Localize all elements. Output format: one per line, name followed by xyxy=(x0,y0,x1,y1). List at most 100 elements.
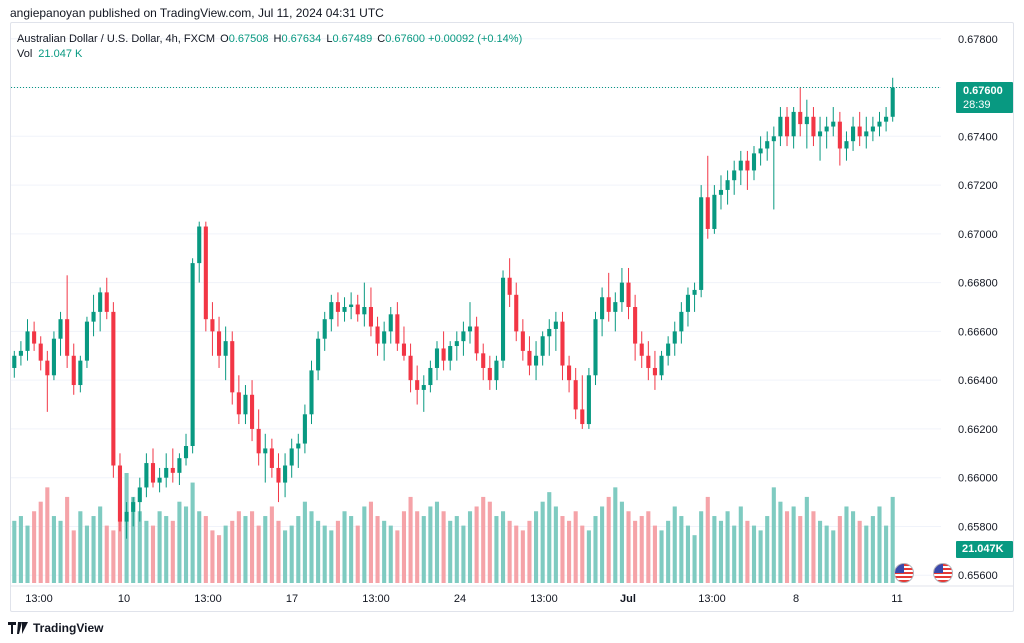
x-tick-label: 24 xyxy=(454,593,466,605)
candle-body xyxy=(177,458,182,473)
candle-body xyxy=(633,307,638,344)
volume-bar xyxy=(864,525,869,583)
candle-body xyxy=(784,116,790,137)
volume-bar xyxy=(738,506,743,583)
volume-bar xyxy=(633,520,638,583)
candle-body xyxy=(745,160,750,171)
candle-body xyxy=(329,302,334,320)
volume-bar xyxy=(283,530,288,583)
volume-bar xyxy=(652,525,657,583)
candle-body xyxy=(428,367,433,386)
candle-body xyxy=(639,343,644,356)
volume-bar xyxy=(256,525,261,583)
candle-body xyxy=(765,141,770,149)
candle-body xyxy=(547,328,552,337)
price-chart[interactable]: 0.67800 0.67600 0.67400 0.67200 0.67000 0.668… xyxy=(11,23,1013,611)
volume-bar xyxy=(137,511,142,583)
candle-body xyxy=(256,428,261,454)
volume-bar xyxy=(203,516,208,583)
candle-body xyxy=(91,311,96,322)
us-flag-event-icon[interactable] xyxy=(894,563,914,583)
candle-body xyxy=(170,467,175,473)
x-tick-label: 10 xyxy=(118,593,130,605)
volume-row: Vol 21.047 K xyxy=(17,47,522,62)
volume-bar xyxy=(382,520,387,583)
volume-bar xyxy=(745,520,750,583)
volume-bar xyxy=(520,530,525,583)
volume-bar xyxy=(758,530,763,583)
volume-tag-value: 21.047K xyxy=(962,543,1004,555)
volume-bar xyxy=(309,511,314,583)
candle-body xyxy=(474,326,479,354)
candle-body xyxy=(441,348,446,361)
candle-body xyxy=(104,292,109,312)
candle-body xyxy=(131,502,136,512)
candle-body xyxy=(230,341,235,393)
volume-bar xyxy=(117,487,123,583)
volume-bar xyxy=(514,525,519,583)
candle-body xyxy=(593,319,598,376)
volume-bar xyxy=(732,525,737,583)
volume-bar xyxy=(190,482,195,583)
volume-bar xyxy=(150,525,156,583)
y-tick-label: 0.66600 xyxy=(958,326,998,338)
volume-bar xyxy=(705,496,710,583)
volume-bar xyxy=(751,525,757,583)
volume-bar xyxy=(434,501,440,583)
volume-bar xyxy=(507,520,512,583)
candle-body xyxy=(382,331,387,344)
candle-body xyxy=(606,297,611,312)
volume-bar xyxy=(243,516,248,583)
volume-bar xyxy=(230,520,235,583)
volume-bar xyxy=(428,506,433,583)
volume-bar xyxy=(395,530,400,583)
candle-body xyxy=(342,307,347,312)
volume-bar xyxy=(692,535,697,583)
candle-body xyxy=(395,314,400,344)
volume-bar xyxy=(494,516,499,583)
last-price-value: 0.67600 xyxy=(963,85,1003,97)
chart-pane[interactable]: 0.67800 0.67600 0.67400 0.67200 0.67000 0.668… xyxy=(10,22,1014,612)
y-tick-label: 0.66800 xyxy=(958,278,998,290)
us-flag-event-icon[interactable] xyxy=(933,563,953,583)
y-tick-label: 0.65800 xyxy=(958,521,998,533)
candle-body xyxy=(65,319,70,356)
candle-body xyxy=(804,116,809,125)
volume-bar xyxy=(216,535,222,583)
high-value: 0.67634 xyxy=(281,33,322,45)
volume-bar xyxy=(481,496,486,583)
volume-bar xyxy=(58,520,63,583)
candle-body xyxy=(415,380,420,390)
volume-bar xyxy=(560,516,565,583)
candle-body xyxy=(699,197,704,290)
candle-body xyxy=(877,121,882,127)
candle-body xyxy=(864,131,869,137)
volume-bar xyxy=(276,520,281,583)
candle-body xyxy=(144,463,149,488)
volume-bar xyxy=(534,511,539,583)
volume-bar xyxy=(342,511,347,583)
volume-bar xyxy=(316,520,321,583)
volume-bar xyxy=(718,520,724,583)
candle-body xyxy=(771,136,776,142)
y-tick-label: 0.67400 xyxy=(958,131,998,143)
volume-bar xyxy=(540,501,545,583)
symbol-name: Australian Dollar / U.S. Dollar, 4h, FXC… xyxy=(17,33,216,45)
close-label: C xyxy=(377,33,386,45)
candle-body xyxy=(401,343,407,356)
candle-body xyxy=(619,282,624,303)
volume-bar xyxy=(71,530,76,583)
volume-bar xyxy=(25,525,30,583)
candle-body xyxy=(527,350,532,366)
candle-body xyxy=(626,282,631,307)
candle-body xyxy=(203,226,208,320)
last-price-tag: 0.67600 28:39 xyxy=(956,82,1013,113)
volume-bar xyxy=(349,516,354,583)
candle-body xyxy=(434,348,440,368)
volume-bar xyxy=(18,516,23,583)
tradingview-footer[interactable]: TradingView xyxy=(8,619,103,637)
volume-bar xyxy=(111,530,116,583)
candle-body xyxy=(732,170,737,181)
publish-header-text: angiepanoyan published on TradingView.co… xyxy=(10,6,384,20)
candle-body xyxy=(45,360,50,376)
